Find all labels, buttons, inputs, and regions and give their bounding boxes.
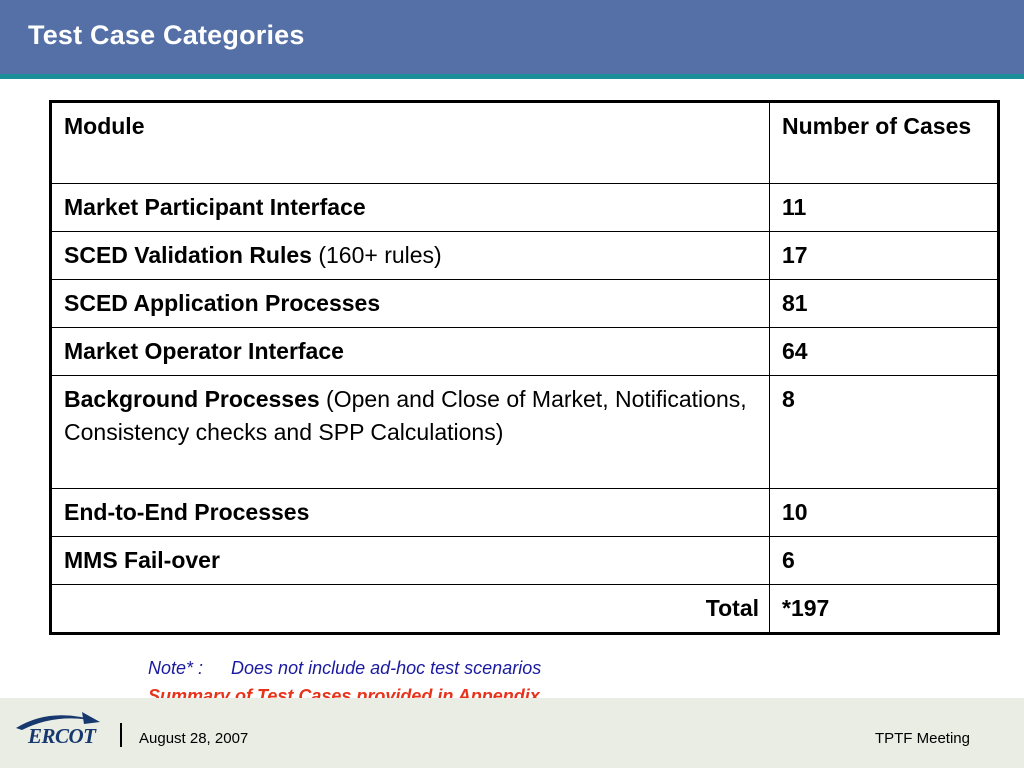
module-cell: MMS Fail-over [50,536,770,585]
total-count: *197 [769,584,999,634]
table-row: Market Participant Interface 11 [50,183,999,232]
ercot-logo-icon [16,712,100,730]
module-cell: SCED Validation Rules (160+ rules) [50,231,770,280]
module-name: MMS Fail-over [64,547,220,573]
header-module: Module [50,101,770,184]
module-detail: (160+ rules) [311,242,442,268]
table-header-row: Module Number of Cases [50,101,999,184]
footer-meeting: TPTF Meeting [874,730,970,747]
count-cell: 6 [769,536,999,585]
count-cell: 11 [769,183,999,232]
count-cell: 17 [769,231,999,280]
table-row: SCED Validation Rules (160+ rules) 17 [50,231,999,280]
note-text: Does not include ad-hoc test scenarios [231,658,542,678]
module-name: SCED Validation Rules [64,242,312,268]
module-name: Background Processes [64,386,320,412]
module-cell: SCED Application Processes [50,279,770,328]
count-cell: 64 [769,327,999,376]
module-cell: Background Processes (Open and Close of … [50,375,770,489]
table-row: SCED Application Processes 81 [50,279,999,328]
header-count: Number of Cases [769,101,999,184]
table-row: MMS Fail-over 6 [50,536,999,585]
footer-bar [0,698,1024,768]
module-cell: Market Participant Interface [50,183,770,232]
logo-text: ERCOT [28,724,96,748]
module-name: SCED Application Processes [64,290,381,316]
footer-date: August 28, 2007 [139,730,249,747]
table-row: End-to-End Processes 10 [50,488,999,537]
table-row: Background Processes (Open and Close of … [50,375,999,489]
count-cell: 8 [769,375,999,489]
title-bar [0,0,1024,74]
footer-divider [120,723,122,747]
count-cell: 10 [769,488,999,537]
module-name: End-to-End Processes [64,499,310,525]
module-detail: (Open and Close of Market, Notifications… [64,386,747,445]
table-total-row: Total *197 [50,584,999,634]
footnote: Note* : Does not include ad-hoc test scen… [148,656,541,680]
module-name: Market Operator Interface [64,338,344,364]
total-label: Total [50,584,770,634]
title-rule [0,74,1024,79]
test-case-table: Module Number of Cases Market Participan… [49,100,1000,635]
count-cell: 81 [769,279,999,328]
table-row: Market Operator Interface 64 [50,327,999,376]
module-cell: Market Operator Interface [50,327,770,376]
note-label: Note* : [148,658,204,678]
module-cell: End-to-End Processes [50,488,770,537]
slide-title: Test Case Categories [28,20,305,50]
module-name: Market Participant Interface [64,194,366,220]
